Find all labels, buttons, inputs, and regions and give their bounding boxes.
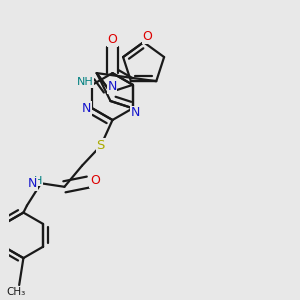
Text: H: H [34,176,43,186]
Text: CH₃: CH₃ [6,287,26,297]
Text: O: O [142,30,152,43]
Text: N: N [82,102,91,115]
Text: O: O [108,33,117,46]
Text: N: N [28,177,37,190]
Text: O: O [90,174,100,187]
Text: N: N [107,80,117,93]
Text: N: N [131,106,141,119]
Text: NH: NH [77,77,94,87]
Text: S: S [97,139,105,152]
